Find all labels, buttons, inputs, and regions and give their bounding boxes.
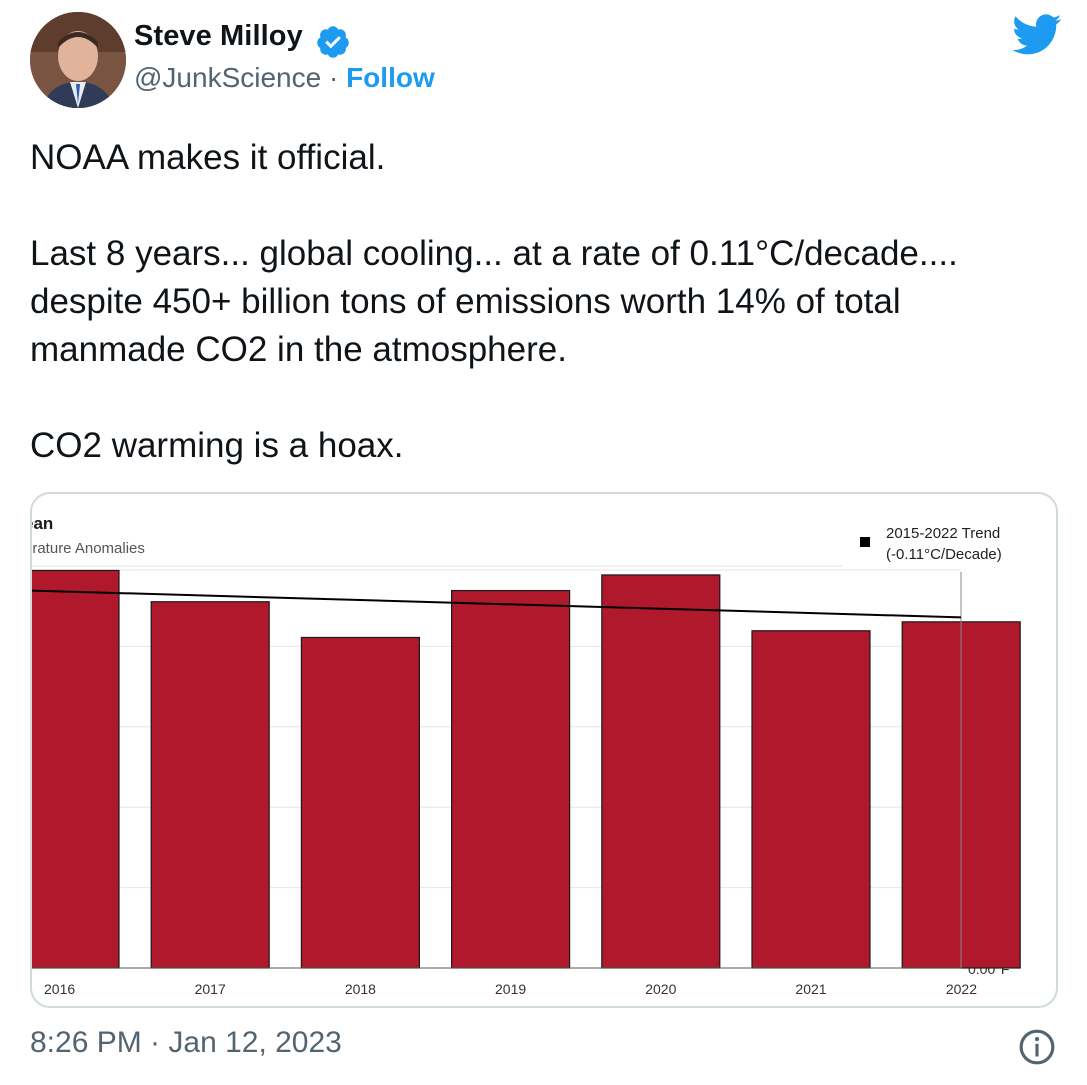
legend-swatch <box>860 537 870 547</box>
tweet-line: NOAA makes it official. <box>30 138 386 177</box>
bar <box>751 630 871 969</box>
x-tick-label: 2022 <box>946 981 977 997</box>
avatar[interactable] <box>30 12 126 108</box>
avatar-photo <box>30 12 126 108</box>
trend-line <box>32 589 962 619</box>
bar <box>300 636 420 969</box>
chart-subtitle: erature Anomalies <box>32 540 145 557</box>
chart-card[interactable]: eanerature Anomalies0.00°F0.36°F0.72°F1.… <box>30 492 1058 1008</box>
twitter-bird-icon[interactable] <box>1012 14 1062 56</box>
tweet-text: NOAA makes it official. Last 8 years... … <box>30 134 1070 470</box>
chart-title: ean <box>32 514 53 533</box>
bar <box>451 589 571 969</box>
bar <box>601 574 721 969</box>
handle-row: @JunkScience · Follow <box>134 62 435 94</box>
timestamp[interactable]: 8:26 PM · Jan 12, 2023 <box>30 1026 342 1059</box>
bar <box>150 601 270 969</box>
x-tick-label: 2016 <box>44 981 75 997</box>
tweet-line: despite 450+ billion tons of emissions w… <box>30 282 901 321</box>
tweet-line: CO2 warming is a hoax. <box>30 426 404 465</box>
tweet-line: Last 8 years... global cooling... at a r… <box>30 234 958 273</box>
tweet-line-gap <box>30 182 1070 230</box>
x-tick-label: 2019 <box>495 981 526 997</box>
x-tick-label: 2018 <box>345 981 376 997</box>
x-tick-label: 2021 <box>795 981 826 997</box>
bar <box>32 569 120 969</box>
x-tick-label: 2017 <box>195 981 226 997</box>
author-name[interactable]: Steve Milloy <box>134 20 303 52</box>
author-handle[interactable]: @JunkScience <box>134 62 322 93</box>
info-icon[interactable] <box>1018 1028 1056 1066</box>
tweet-line-gap <box>30 374 1070 422</box>
legend-label: (-0.11°C/Decade) <box>886 546 1002 563</box>
x-tick-label: 2020 <box>645 981 676 997</box>
tweet-line: manmade CO2 in the atmosphere. <box>30 330 567 369</box>
separator-dot: · <box>321 62 347 93</box>
follow-button[interactable]: Follow <box>346 62 435 93</box>
legend-label: 2015-2022 Trend <box>886 525 1000 542</box>
verified-badge-icon <box>317 26 349 58</box>
temperature-anomaly-chart: eanerature Anomalies0.00°F0.36°F0.72°F1.… <box>32 514 1021 997</box>
